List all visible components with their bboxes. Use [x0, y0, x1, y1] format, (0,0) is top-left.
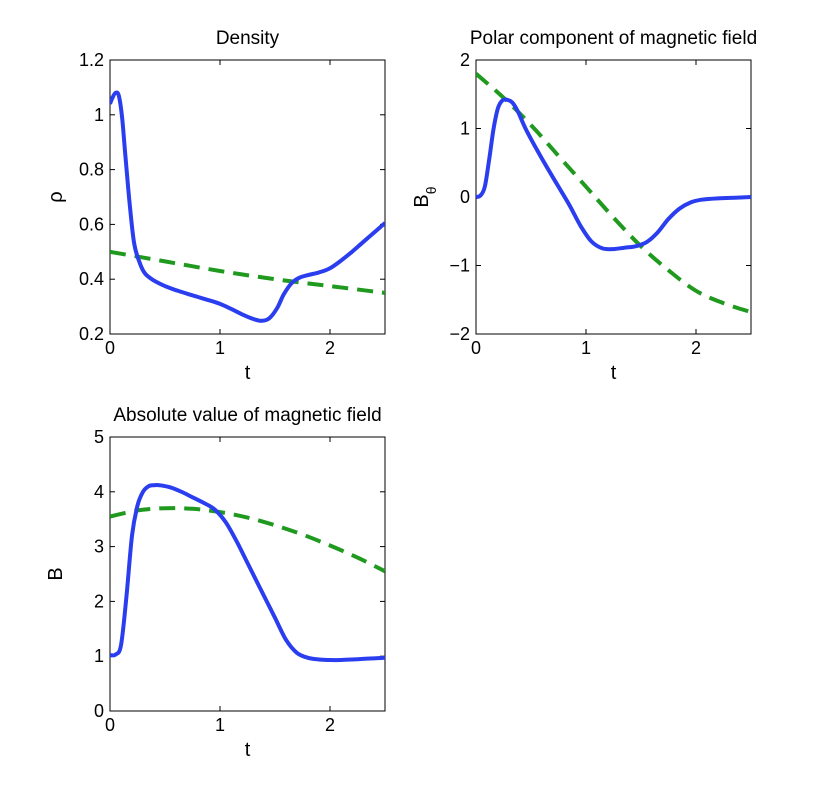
absolute-field-ytick-label: 0 [94, 701, 104, 721]
polar-field-ytick-label: 2 [460, 50, 470, 70]
polar-field-ytick-label: 0 [460, 187, 470, 207]
absolute-field-xtick-label: 1 [215, 715, 225, 735]
polar-field-xtick-label: 0 [471, 338, 481, 358]
absolute-field-ytick-label: 3 [94, 537, 104, 557]
polar-field-title: Polar component of magnetic field [470, 28, 757, 49]
density-panel: 0 1 2 0.2 0.4 0.6 0.8 1 1.2 Density t ρ [45, 28, 386, 384]
density-ytick-label: 0.6 [79, 214, 104, 234]
density-series-dashed-line [110, 249, 385, 295]
density-title: Density [216, 28, 280, 49]
density-ytick-label: 0.2 [79, 324, 104, 344]
density-ylabel-main: ρ [45, 191, 67, 202]
density-ytick-label: 0.4 [79, 269, 104, 289]
density-xtick-label: 1 [215, 338, 225, 358]
polar-field-ytick-label: 1 [460, 119, 470, 139]
absolute-field-axes-box [109, 436, 386, 712]
density-series-solid-line [110, 90, 385, 323]
polar-field-xtick-label: 2 [691, 338, 701, 358]
polar-field-ytick-label: −2 [449, 324, 470, 344]
absolute-field-xtick-label: 2 [325, 715, 335, 735]
absolute-field-series-dashed-line [110, 506, 385, 574]
density-ytick-label: 0.8 [79, 160, 104, 180]
polar-field-ylabel: Bθ [411, 186, 439, 207]
polar-field-xlabel: t [611, 362, 617, 384]
polar-field-ytick-label: −1 [449, 256, 470, 276]
density-xlabel: t [245, 362, 251, 384]
polar-field-ylabel-subscript: θ [423, 186, 439, 194]
polar-field-series-dashed-line [476, 72, 751, 315]
absolute-field-ylabel: B [45, 567, 67, 580]
density-axes-box [109, 59, 386, 335]
density-xtick-label: 2 [325, 338, 335, 358]
polar-field-series-solid-line [476, 97, 751, 252]
polar-field-ylabel-main: B [411, 194, 433, 207]
absolute-field-ytick-label: 5 [94, 427, 104, 447]
absolute-field-ytick-label: 2 [94, 591, 104, 611]
polar-field-axes-box [475, 59, 752, 335]
density-ylabel: ρ [45, 191, 67, 202]
density-xtick-label: 0 [105, 338, 115, 358]
absolute-field-title: Absolute value of magnetic field [113, 405, 381, 426]
absolute-field-xtick-label: 0 [105, 715, 115, 735]
absolute-field-ytick-label: 4 [94, 482, 104, 502]
absolute-field-ytick-label: 1 [94, 646, 104, 666]
density-ytick-label: 1 [94, 105, 104, 125]
absolute-field-ylabel-main: B [45, 567, 67, 580]
density-ytick-label: 1.2 [79, 50, 104, 70]
absolute-field-xlabel: t [245, 739, 251, 761]
polar-field-xtick-label: 1 [581, 338, 591, 358]
absolute-field-panel: 0 1 2 0 1 2 3 4 5 Absolute value of magnetic fiel… [45, 405, 386, 761]
absolute-field-series-solid-line [110, 483, 385, 663]
